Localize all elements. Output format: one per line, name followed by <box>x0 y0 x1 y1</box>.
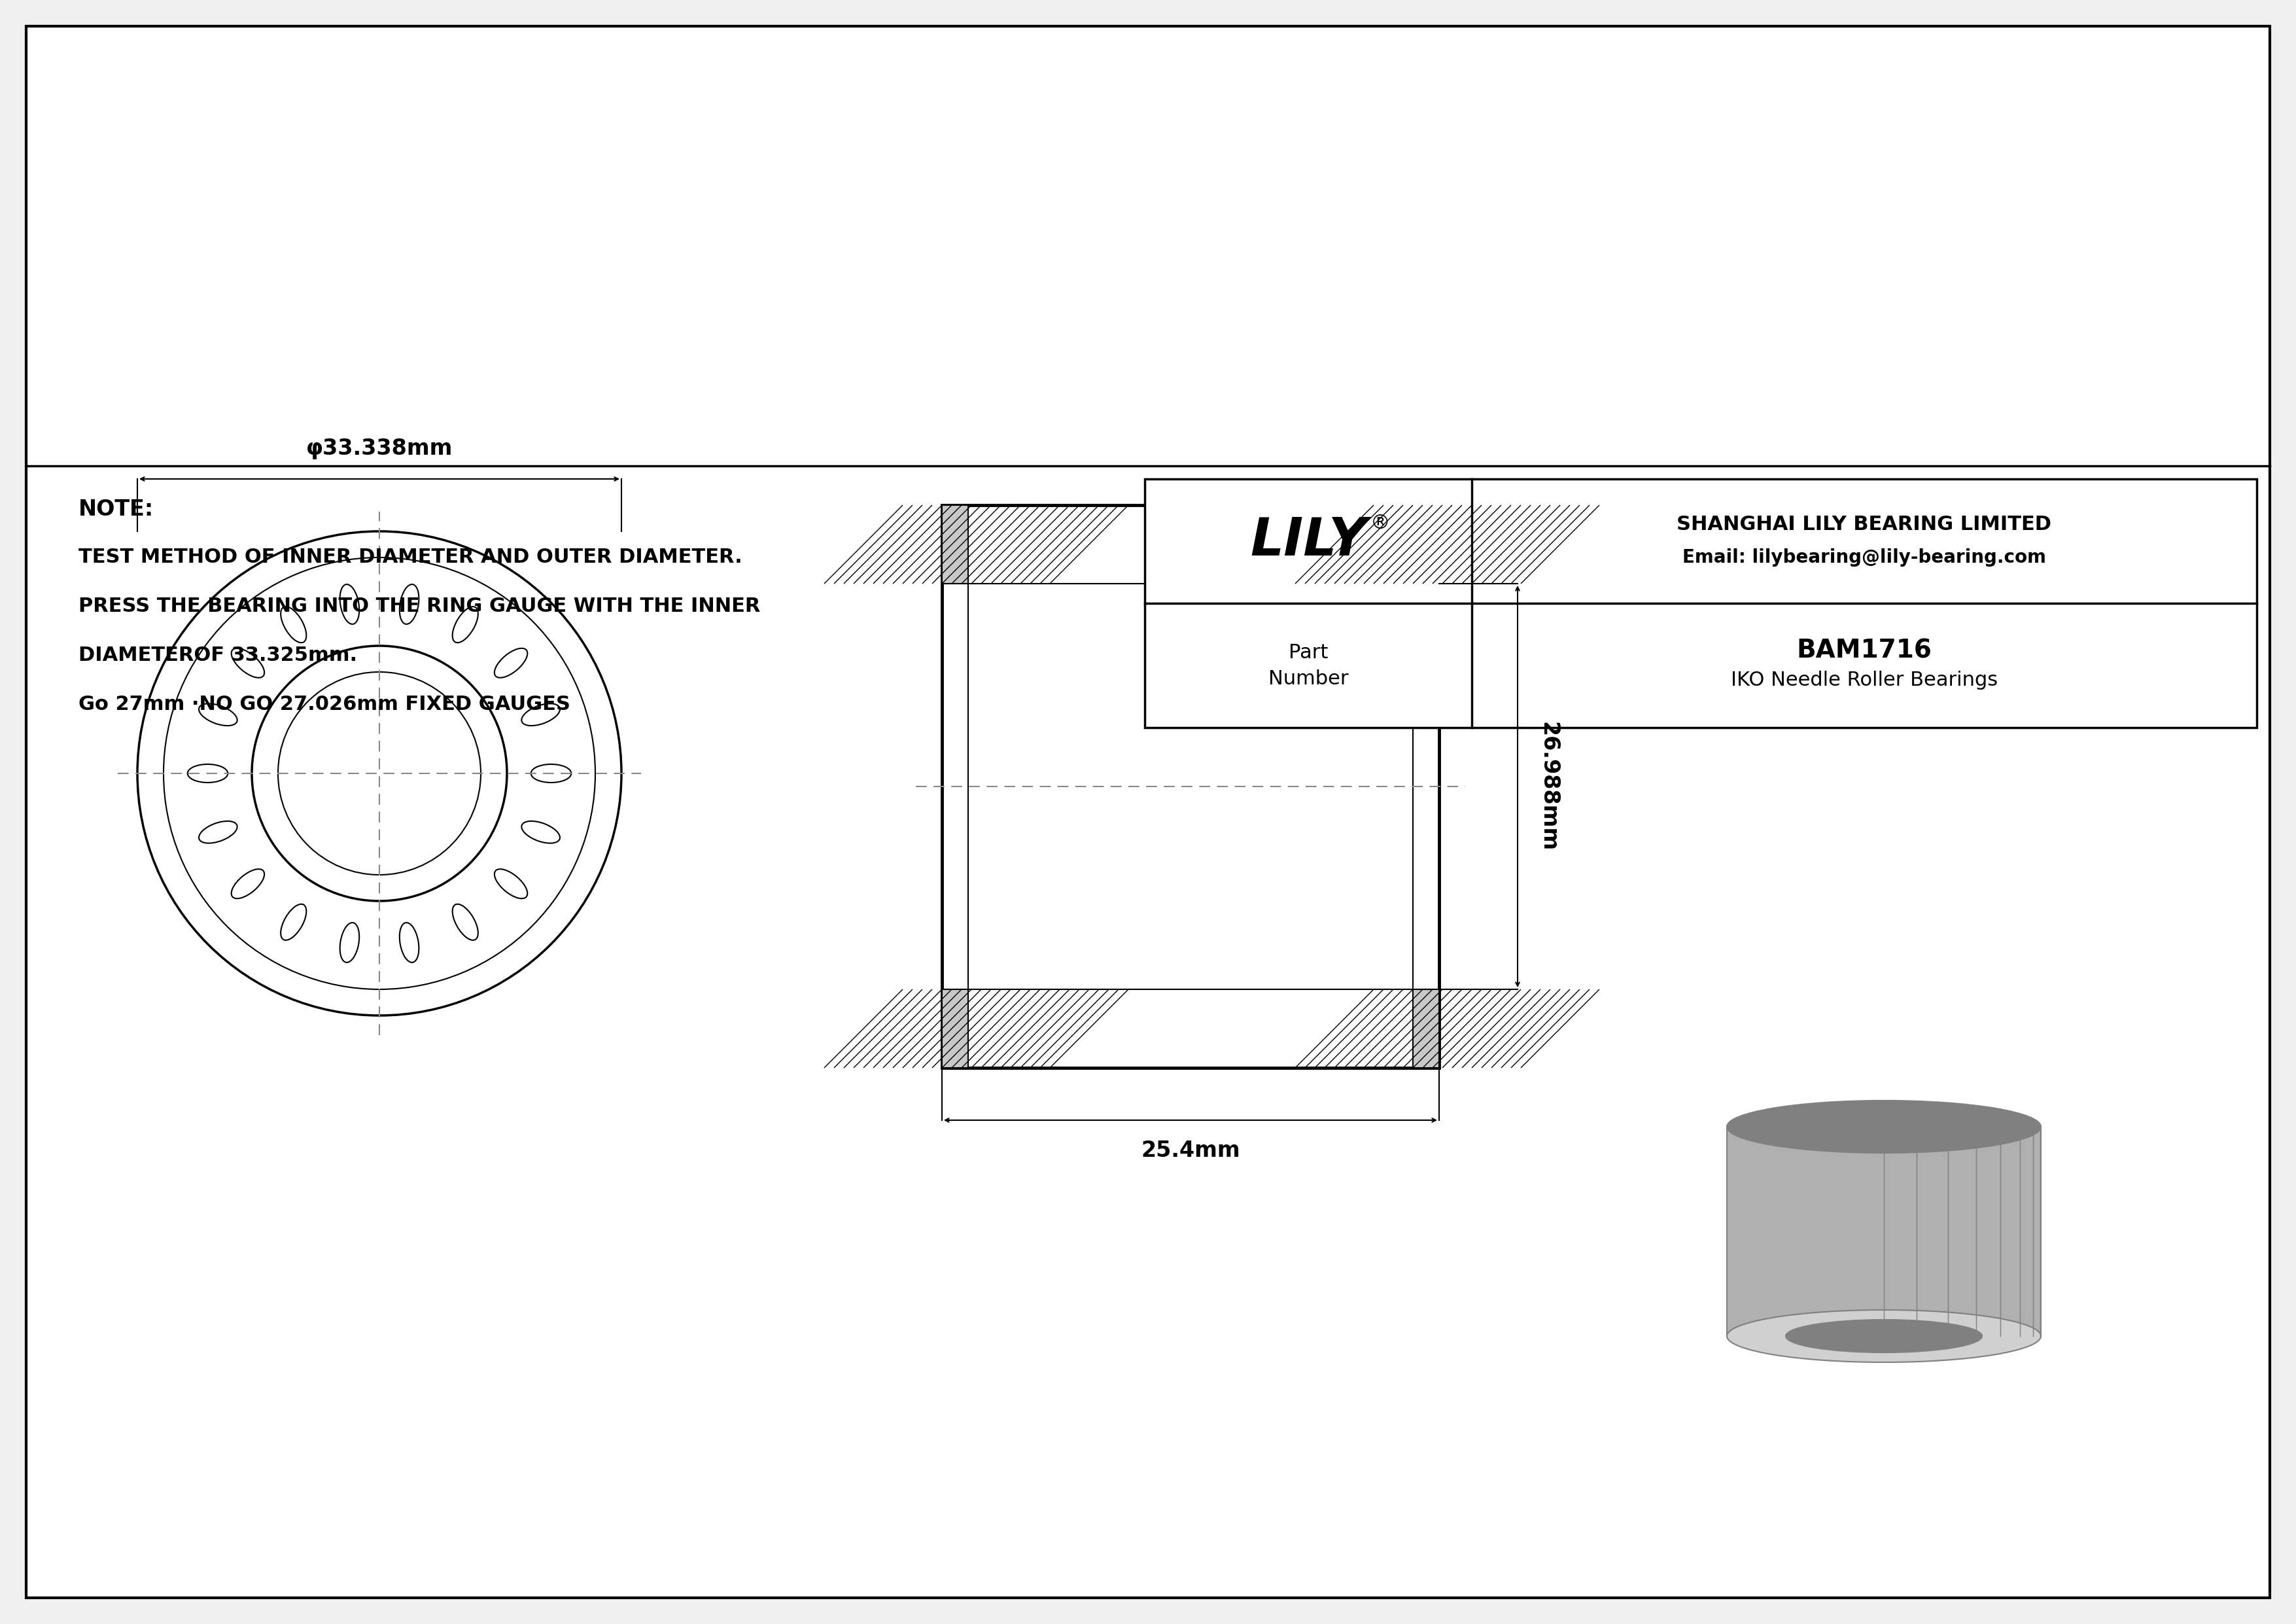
Ellipse shape <box>521 703 560 726</box>
Ellipse shape <box>400 585 418 624</box>
Bar <box>1727 1127 2041 1337</box>
Circle shape <box>278 672 480 875</box>
Text: IKO Needle Roller Bearings: IKO Needle Roller Bearings <box>1731 671 1998 689</box>
Bar <box>941 505 969 583</box>
Bar <box>1412 989 1440 1069</box>
Ellipse shape <box>1786 1320 1981 1353</box>
Text: BAM1716: BAM1716 <box>1795 638 1931 664</box>
Ellipse shape <box>452 905 478 940</box>
Ellipse shape <box>521 822 560 843</box>
Text: 26.988mm: 26.988mm <box>1538 721 1559 851</box>
Bar <box>969 583 1412 989</box>
Ellipse shape <box>200 822 236 843</box>
Circle shape <box>253 646 507 901</box>
Ellipse shape <box>1727 1311 2041 1363</box>
Bar <box>1412 505 1440 583</box>
Bar <box>941 989 969 1069</box>
Text: PRESS THE BEARING INTO THE RING GAUGE WITH THE INNER: PRESS THE BEARING INTO THE RING GAUGE WI… <box>78 596 760 615</box>
Ellipse shape <box>280 905 305 940</box>
Bar <box>1146 479 2257 728</box>
Text: DIAMETEROF 33.325mm.: DIAMETEROF 33.325mm. <box>78 646 358 664</box>
Ellipse shape <box>452 607 478 643</box>
Text: 25.4mm: 25.4mm <box>1141 1140 1240 1161</box>
Ellipse shape <box>232 869 264 898</box>
Bar <box>941 505 1440 1069</box>
Ellipse shape <box>494 869 528 898</box>
Text: ®: ® <box>1371 513 1389 533</box>
Ellipse shape <box>232 648 264 677</box>
Ellipse shape <box>1727 1101 2041 1153</box>
Circle shape <box>138 531 622 1015</box>
Text: TEST METHOD OF INNER DIAMETER AND OUTER DIAMETER.: TEST METHOD OF INNER DIAMETER AND OUTER … <box>78 547 742 567</box>
Text: Email: lilybearing@lily-bearing.com: Email: lilybearing@lily-bearing.com <box>1683 549 2046 567</box>
Ellipse shape <box>494 648 528 677</box>
Ellipse shape <box>530 765 572 783</box>
Ellipse shape <box>340 922 358 963</box>
Text: Number: Number <box>1267 669 1348 689</box>
Ellipse shape <box>400 922 418 963</box>
Text: SHANGHAI LILY BEARING LIMITED: SHANGHAI LILY BEARING LIMITED <box>1676 515 2053 534</box>
Text: Part: Part <box>1288 643 1327 663</box>
Ellipse shape <box>280 607 305 643</box>
Circle shape <box>163 557 595 989</box>
Text: Go 27mm ·NO GO 27.026mm FIXED GAUGES: Go 27mm ·NO GO 27.026mm FIXED GAUGES <box>78 695 569 715</box>
Text: φ33.338mm: φ33.338mm <box>305 438 452 460</box>
Ellipse shape <box>200 703 236 726</box>
Ellipse shape <box>188 765 227 783</box>
Text: LILY: LILY <box>1249 515 1366 567</box>
Text: NOTE:: NOTE: <box>78 499 154 520</box>
Ellipse shape <box>340 585 358 624</box>
